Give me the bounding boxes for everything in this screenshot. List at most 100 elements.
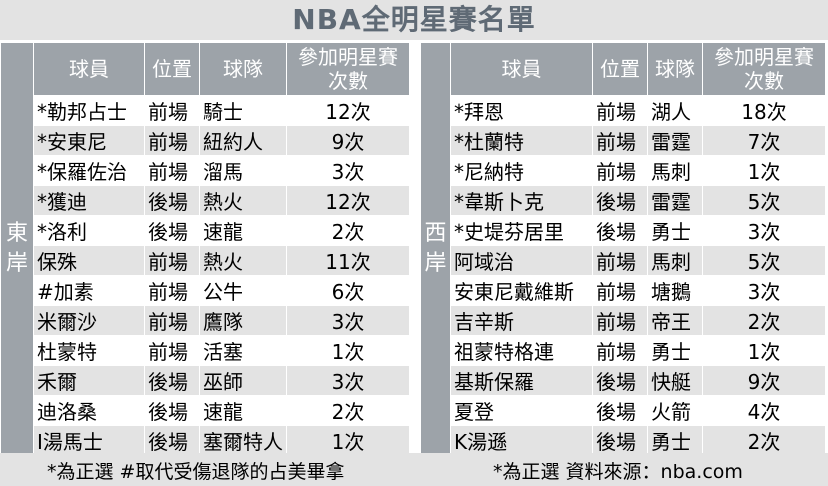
appearances-cell: 9次 <box>702 365 826 396</box>
player-cell: I湯馬士 <box>33 425 145 456</box>
header-position: 位置 <box>144 42 200 96</box>
team-cell: 雷霆 <box>647 125 703 156</box>
position-cell: 後場 <box>144 185 200 216</box>
position-cell: 前場 <box>592 335 648 366</box>
footer: *為正選 #取代受傷退隊的占美畢拿 *為正選 資料來源：nba.com <box>0 453 828 486</box>
team-cell: 公牛 <box>199 275 287 306</box>
position-cell: 前場 <box>592 305 648 336</box>
team-cell: 馬刺 <box>647 155 703 186</box>
team-cell: 勇士 <box>647 335 703 366</box>
team-cell: 紐約人 <box>199 125 287 156</box>
team-cell: 塘鵝 <box>647 275 703 306</box>
table-row: 保殊 前場 熱火 11次 <box>1 245 410 276</box>
table-row: 吉辛斯 前場 帝王 2次 <box>421 305 826 336</box>
player-cell: *安東尼 <box>33 125 145 156</box>
table-row: 夏登 後場 火箭 4次 <box>421 395 826 426</box>
player-cell: 米爾沙 <box>33 305 145 336</box>
appearances-cell: 3次 <box>702 275 826 306</box>
player-cell: *獲迪 <box>33 185 145 216</box>
header-team: 球隊 <box>647 42 703 96</box>
position-cell: 前場 <box>592 95 648 126</box>
position-cell: 前場 <box>144 125 200 156</box>
team-cell: 速龍 <box>199 215 287 246</box>
table-row: 安東尼戴維斯 前場 塘鵝 3次 <box>421 275 826 306</box>
team-cell: 勇士 <box>647 425 703 456</box>
player-cell: 祖蒙特格連 <box>450 335 593 366</box>
position-cell: 後場 <box>592 215 648 246</box>
table-row: *史堤芬居里 後場 勇士 3次 <box>421 215 826 246</box>
position-cell: 前場 <box>144 335 200 366</box>
player-cell: 基斯保羅 <box>450 365 593 396</box>
team-cell: 溜馬 <box>199 155 287 186</box>
appearances-cell: 12次 <box>286 185 410 216</box>
appearances-cell: 1次 <box>702 335 826 366</box>
appearances-cell: 1次 <box>286 335 410 366</box>
table-row: 迪洛桑 後場 速龍 2次 <box>1 395 410 426</box>
footnote-west: *為正選 資料來源：nba.com <box>493 461 743 483</box>
position-cell: 前場 <box>592 125 648 156</box>
player-cell: 杜蒙特 <box>33 335 145 366</box>
table-row: *勒邦占士 前場 騎士 12次 <box>1 95 410 126</box>
player-cell: 安東尼戴維斯 <box>450 275 593 306</box>
player-cell: *韋斯卜克 <box>450 185 593 216</box>
table-row: *杜蘭特 前場 雷霆 7次 <box>421 125 826 156</box>
title-bar: NBA全明星賽名單 <box>0 0 828 40</box>
player-cell: 禾爾 <box>33 365 145 396</box>
position-cell: 前場 <box>144 275 200 306</box>
header-team: 球隊 <box>199 42 287 96</box>
appearances-cell: 3次 <box>286 365 410 396</box>
appearances-cell: 3次 <box>702 215 826 246</box>
appearances-cell: 1次 <box>286 425 410 456</box>
team-cell: 騎士 <box>199 95 287 126</box>
table-row: *韋斯卜克 後場 雷霆 5次 <box>421 185 826 216</box>
appearances-cell: 11次 <box>286 245 410 276</box>
player-cell: *保羅佐治 <box>33 155 145 186</box>
table-row: 祖蒙特格連 前場 勇士 1次 <box>421 335 826 366</box>
appearances-cell: 9次 <box>286 125 410 156</box>
table-row: I湯馬士 後場 塞爾特人 1次 <box>1 425 410 456</box>
table-row: 阿域治 前場 馬刺 5次 <box>421 245 826 276</box>
position-cell: 前場 <box>144 305 200 336</box>
player-cell: *杜蘭特 <box>450 125 593 156</box>
team-cell: 勇士 <box>647 215 703 246</box>
team-cell: 雷霆 <box>647 185 703 216</box>
appearances-cell: 3次 <box>286 155 410 186</box>
team-cell: 火箭 <box>647 395 703 426</box>
header-appearances: 參加明星賽 次數 <box>286 42 410 96</box>
position-cell: 後場 <box>592 365 648 396</box>
header-appearances: 參加明星賽 次數 <box>702 42 826 96</box>
player-cell: 迪洛桑 <box>33 395 145 426</box>
team-cell: 速龍 <box>199 395 287 426</box>
page-title: NBA全明星賽名單 <box>292 3 536 36</box>
conference-label-east: 東岸 <box>0 42 34 456</box>
team-cell: 巫師 <box>199 365 287 396</box>
table-row: *安東尼 前場 紐約人 9次 <box>1 125 410 156</box>
team-cell: 活塞 <box>199 335 287 366</box>
appearances-cell: 2次 <box>286 395 410 426</box>
table-row: *獲迪 後場 熱火 12次 <box>1 185 410 216</box>
table-row: *尼納特 前場 馬刺 1次 <box>421 155 826 186</box>
position-cell: 後場 <box>592 425 648 456</box>
team-cell: 馬刺 <box>647 245 703 276</box>
appearances-cell: 3次 <box>286 305 410 336</box>
appearances-cell: 18次 <box>702 95 826 126</box>
team-cell: 快艇 <box>647 365 703 396</box>
player-cell: #加素 <box>33 275 145 306</box>
table-row: *拜恩 前場 湖人 18次 <box>421 95 826 126</box>
appearances-cell: 2次 <box>702 305 826 336</box>
appearances-cell: 2次 <box>286 215 410 246</box>
player-cell: 阿域治 <box>450 245 593 276</box>
player-cell: *洛利 <box>33 215 145 246</box>
team-cell: 塞爾特人 <box>199 425 287 456</box>
position-cell: 後場 <box>592 395 648 426</box>
position-cell: 前場 <box>144 95 200 126</box>
appearances-cell: 6次 <box>286 275 410 306</box>
conference-label-west: 西岸 <box>420 42 451 456</box>
header-player: 球員 <box>33 42 145 96</box>
west-table: 西岸 球員 位置 球隊 參加明星賽 次數 *拜恩 前場 湖人 18次 *杜蘭特 前場 雷霆 7次… <box>420 42 826 456</box>
appearances-cell: 7次 <box>702 125 826 156</box>
player-cell: *拜恩 <box>450 95 593 126</box>
header-position: 位置 <box>592 42 648 96</box>
table-row: 杜蒙特 前場 活塞 1次 <box>1 335 410 366</box>
team-cell: 鷹隊 <box>199 305 287 336</box>
